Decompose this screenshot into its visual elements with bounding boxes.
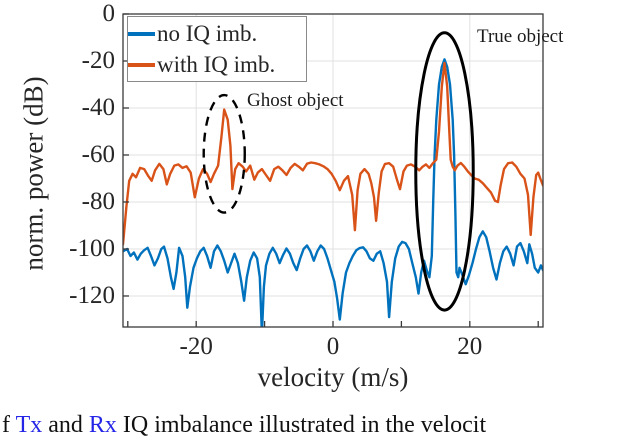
y-tick-label: -40 <box>81 93 115 121</box>
y-tick-label: -100 <box>69 234 115 262</box>
y-tick-label: -80 <box>81 187 115 215</box>
y-tick-label: -120 <box>69 281 115 309</box>
x-tick-label: -20 <box>179 333 213 360</box>
legend-line-sample-blue <box>128 31 155 36</box>
series-line-with-iq-imb <box>123 61 543 246</box>
annotation-true-label: True object <box>477 26 564 47</box>
annotation-ellipse-dashed <box>202 93 246 214</box>
caption-link-tx[interactable]: Tx <box>15 412 43 436</box>
y-tick-label: -60 <box>81 140 115 168</box>
legend-entry: no IQ imb. <box>128 19 306 49</box>
caption-link-rx[interactable]: Rx <box>88 412 117 436</box>
annotation-ellipse-solid <box>414 31 475 312</box>
x-tick-label: 0 <box>326 333 340 360</box>
x-tick-label: 20 <box>457 333 483 360</box>
legend-line-sample-orange <box>128 62 155 67</box>
y-axis-label: norm. power (dB) <box>18 76 49 271</box>
legend-label: with IQ imb. <box>157 52 276 77</box>
caption-mid: and <box>42 412 89 436</box>
y-tick-label: -20 <box>81 46 115 74</box>
annotation-ghost-label: Ghost object <box>247 90 344 111</box>
caption-prefix: f <box>2 412 16 436</box>
x-axis-label: velocity (m/s) <box>257 362 409 392</box>
series-line-no-iq-imb <box>123 58 543 327</box>
legend-entry: with IQ imb. <box>128 50 306 80</box>
y-tick-label: 0 <box>102 0 116 27</box>
tick-marks <box>123 13 539 327</box>
legend: no IQ imb. with IQ imb. <box>127 16 307 82</box>
legend-label: no IQ imb. <box>157 21 258 46</box>
caption: f Tx and Rx IQ imbalance illustrated in … <box>2 412 486 436</box>
caption-suffix: IQ imbalance illustrated in the velocit <box>116 412 487 436</box>
